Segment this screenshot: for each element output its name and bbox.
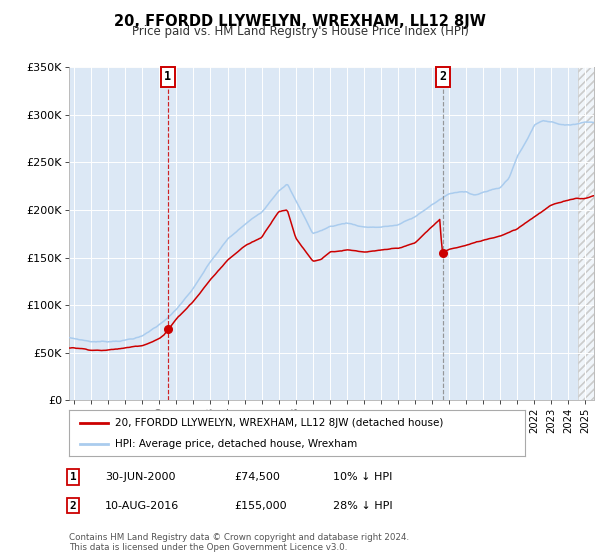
Text: 1: 1 xyxy=(70,472,77,482)
Text: 20, FFORDD LLYWELYN, WREXHAM, LL12 8JW: 20, FFORDD LLYWELYN, WREXHAM, LL12 8JW xyxy=(114,14,486,29)
Text: 2: 2 xyxy=(70,501,77,511)
Text: £155,000: £155,000 xyxy=(234,501,287,511)
Text: 2: 2 xyxy=(439,70,446,83)
Text: 28% ↓ HPI: 28% ↓ HPI xyxy=(333,501,392,511)
Text: 10% ↓ HPI: 10% ↓ HPI xyxy=(333,472,392,482)
Text: £74,500: £74,500 xyxy=(234,472,280,482)
Text: Price paid vs. HM Land Registry's House Price Index (HPI): Price paid vs. HM Land Registry's House … xyxy=(131,25,469,38)
Text: HPI: Average price, detached house, Wrexham: HPI: Average price, detached house, Wrex… xyxy=(115,438,357,449)
Bar xyxy=(578,67,600,400)
Bar xyxy=(578,67,600,400)
Text: Contains HM Land Registry data © Crown copyright and database right 2024.: Contains HM Land Registry data © Crown c… xyxy=(69,533,409,542)
Text: 20, FFORDD LLYWELYN, WREXHAM, LL12 8JW (detached house): 20, FFORDD LLYWELYN, WREXHAM, LL12 8JW (… xyxy=(115,418,443,428)
Text: 30-JUN-2000: 30-JUN-2000 xyxy=(105,472,176,482)
Text: 10-AUG-2016: 10-AUG-2016 xyxy=(105,501,179,511)
Text: This data is licensed under the Open Government Licence v3.0.: This data is licensed under the Open Gov… xyxy=(69,543,347,552)
Text: 1: 1 xyxy=(164,70,172,83)
